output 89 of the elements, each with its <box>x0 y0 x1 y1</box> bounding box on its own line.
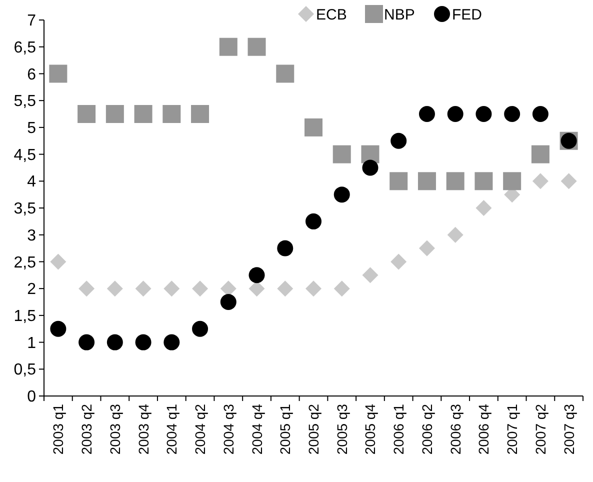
y-tick-label: 5,5 <box>14 93 36 110</box>
point <box>164 280 180 297</box>
point <box>390 132 407 149</box>
x-tick-label: 2003 q4 <box>135 404 152 455</box>
point <box>503 172 522 190</box>
point <box>248 267 265 284</box>
point <box>418 172 436 190</box>
point <box>192 280 208 297</box>
y-tick-label: 6 <box>27 66 36 84</box>
point <box>192 320 208 337</box>
point <box>390 172 408 190</box>
point <box>248 280 265 297</box>
x-tick-label: 2007 q3 <box>560 404 577 455</box>
point <box>418 240 435 256</box>
point <box>191 105 210 123</box>
point <box>362 267 378 284</box>
point <box>135 280 152 297</box>
point <box>334 280 350 297</box>
x-tick-label: 2004 q1 <box>164 404 180 455</box>
point <box>504 106 520 122</box>
y-tick-label: 1 <box>27 334 36 352</box>
y-tick-label: 0,5 <box>14 362 36 379</box>
y-tick-label: 4 <box>27 174 36 191</box>
point <box>50 254 66 270</box>
point <box>162 105 181 123</box>
x-tick-label: 2004 q4 <box>248 404 265 455</box>
x-tick-label: 2005 q4 <box>362 404 378 455</box>
point <box>306 213 322 230</box>
point <box>532 173 548 190</box>
point <box>362 160 378 176</box>
y-tick-label: 4,5 <box>14 146 36 164</box>
x-tick-label: 2004 q2 <box>192 404 208 455</box>
y-tick-label: 5 <box>27 120 36 138</box>
point <box>78 334 95 350</box>
point <box>306 280 322 297</box>
y-tick-label: 3,5 <box>14 200 36 218</box>
point <box>418 106 435 122</box>
point <box>390 254 407 270</box>
y-tick-label: 2,5 <box>14 254 36 272</box>
x-tick-label: 2006 q1 <box>390 404 407 455</box>
y-tick-label: 6,5 <box>14 39 36 56</box>
point <box>447 106 464 122</box>
point <box>332 145 351 164</box>
point <box>447 226 464 243</box>
x-tick-label: 2005 q1 <box>277 404 294 455</box>
point <box>531 145 550 164</box>
x-tick-label: 2003 q1 <box>50 404 66 455</box>
point <box>78 105 96 123</box>
point <box>220 294 236 310</box>
point <box>476 106 492 122</box>
y-tick-label: 7 <box>27 12 36 30</box>
x-tick-label: 2006 q3 <box>447 404 464 455</box>
x-tick-label: 2007 q1 <box>504 404 520 455</box>
y-tick-label: 0 <box>27 388 36 406</box>
point <box>106 334 123 350</box>
point <box>474 172 493 190</box>
y-tick-label: 3 <box>27 227 36 244</box>
x-tick-label: 2003 q2 <box>78 404 95 455</box>
x-tick-label: 2004 q3 <box>220 404 236 455</box>
point <box>135 334 152 350</box>
point <box>164 334 180 350</box>
legend-label: NBP <box>384 6 415 24</box>
point <box>106 280 123 297</box>
point <box>248 38 266 56</box>
point <box>50 320 66 337</box>
legend-label: FED <box>452 6 482 24</box>
legend-label: ECB <box>316 6 347 24</box>
point <box>304 118 322 136</box>
y-tick-label: 2 <box>27 281 36 298</box>
point <box>277 240 294 256</box>
point <box>476 200 492 216</box>
x-tick-label: 2003 q3 <box>106 404 123 455</box>
x-tick-label: 2006 q2 <box>418 404 435 455</box>
x-tick-label: 2007 q2 <box>532 404 548 455</box>
point <box>78 280 95 297</box>
point <box>446 172 464 190</box>
point <box>219 38 238 56</box>
point <box>277 280 294 297</box>
point <box>560 173 577 190</box>
point <box>134 105 152 123</box>
point <box>276 64 294 83</box>
point <box>532 106 548 122</box>
x-tick-label: 2005 q3 <box>334 404 350 455</box>
point <box>334 186 350 203</box>
point <box>49 64 68 83</box>
x-tick-label: 2006 q4 <box>476 404 492 455</box>
point <box>106 105 124 123</box>
x-tick-label: 2005 q2 <box>306 404 322 455</box>
y-tick-label: 1,5 <box>14 308 36 326</box>
